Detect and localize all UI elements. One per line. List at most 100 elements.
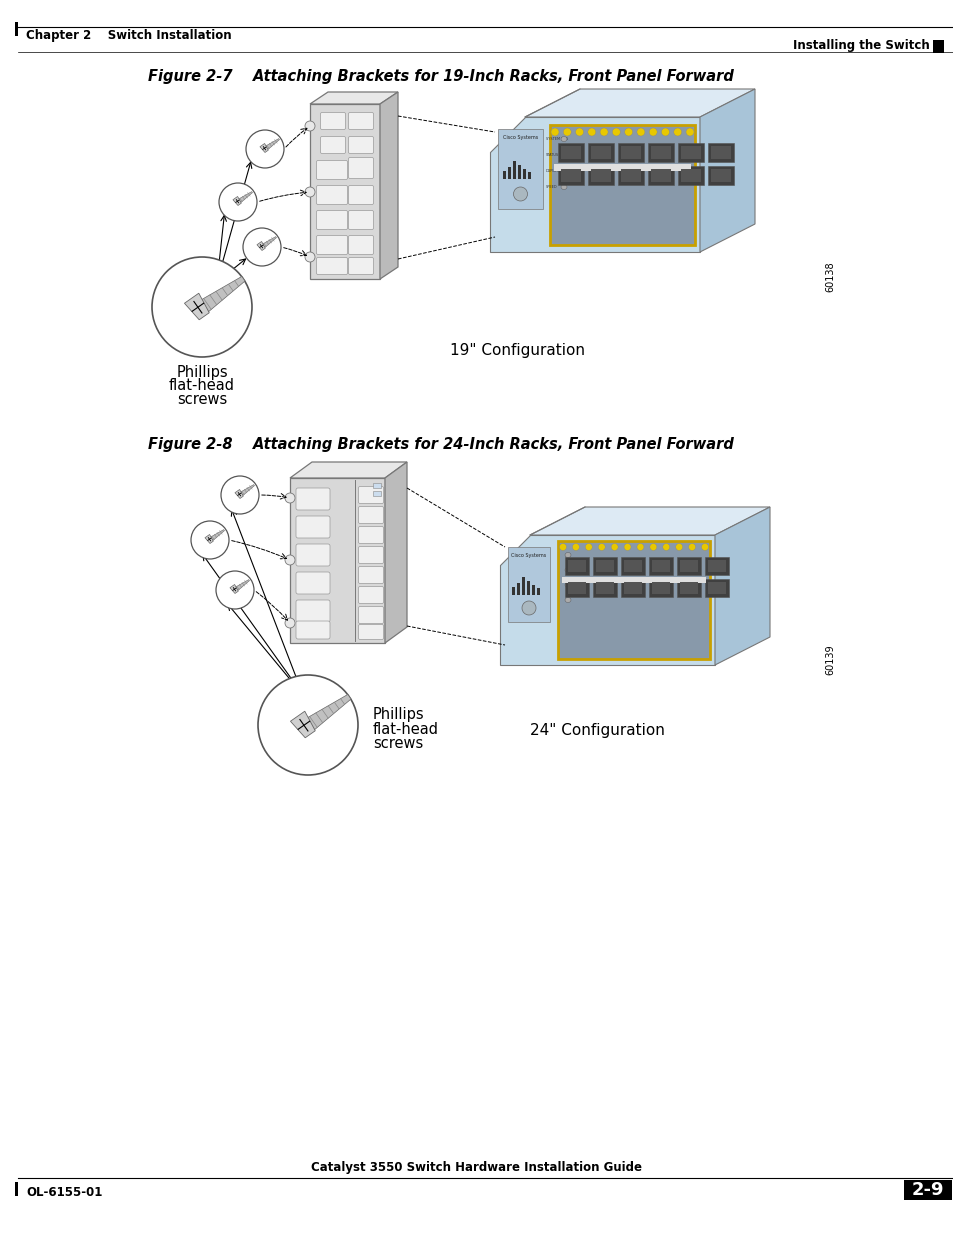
Polygon shape — [211, 530, 224, 541]
Text: screws: screws — [373, 736, 423, 751]
Bar — [561, 577, 705, 583]
Polygon shape — [234, 489, 243, 499]
Bar — [704, 579, 728, 597]
Polygon shape — [310, 104, 379, 279]
Text: Cisco Systems: Cisco Systems — [511, 552, 546, 557]
Circle shape — [587, 128, 596, 136]
Bar — [567, 582, 585, 594]
Circle shape — [611, 543, 618, 551]
Circle shape — [562, 128, 571, 136]
Bar — [517, 583, 519, 595]
Text: SPEED: SPEED — [545, 185, 558, 189]
FancyBboxPatch shape — [348, 258, 374, 274]
Circle shape — [191, 521, 229, 559]
Ellipse shape — [564, 568, 571, 573]
Polygon shape — [290, 711, 314, 737]
Ellipse shape — [564, 583, 571, 588]
Polygon shape — [499, 535, 714, 664]
Polygon shape — [714, 508, 769, 664]
Polygon shape — [379, 91, 397, 279]
Text: DUPLEX: DUPLEX — [545, 169, 559, 173]
Circle shape — [305, 121, 314, 131]
Bar — [679, 582, 698, 594]
Ellipse shape — [564, 598, 571, 603]
Polygon shape — [240, 484, 254, 495]
Polygon shape — [259, 143, 268, 152]
Bar — [596, 582, 614, 594]
Text: flat-head: flat-head — [169, 378, 234, 394]
FancyBboxPatch shape — [316, 258, 347, 274]
Circle shape — [246, 130, 284, 168]
Circle shape — [662, 543, 669, 551]
Bar — [560, 169, 580, 182]
Bar — [678, 165, 703, 185]
Bar — [526, 580, 530, 595]
Bar — [512, 587, 515, 595]
Bar — [707, 582, 725, 594]
Circle shape — [599, 128, 607, 136]
Bar — [373, 492, 380, 496]
FancyBboxPatch shape — [348, 112, 374, 130]
Bar — [517, 165, 520, 179]
FancyBboxPatch shape — [358, 487, 383, 504]
FancyBboxPatch shape — [295, 543, 330, 566]
Bar — [373, 483, 380, 488]
Polygon shape — [233, 196, 241, 205]
Polygon shape — [265, 138, 279, 149]
Text: OL-6155-01: OL-6155-01 — [26, 1186, 102, 1198]
FancyBboxPatch shape — [320, 137, 345, 153]
Text: flat-head: flat-head — [373, 721, 438, 736]
FancyBboxPatch shape — [316, 210, 347, 230]
FancyBboxPatch shape — [358, 587, 383, 604]
Polygon shape — [490, 117, 700, 252]
Polygon shape — [238, 191, 253, 203]
Polygon shape — [700, 89, 754, 252]
Circle shape — [215, 571, 253, 609]
Circle shape — [575, 128, 583, 136]
Circle shape — [648, 128, 657, 136]
Circle shape — [598, 543, 604, 551]
Ellipse shape — [560, 152, 566, 158]
Circle shape — [572, 543, 578, 551]
Circle shape — [673, 128, 681, 136]
Bar — [618, 143, 643, 162]
Bar — [651, 559, 669, 572]
FancyBboxPatch shape — [316, 161, 347, 179]
Bar — [527, 172, 531, 179]
Bar — [15, 22, 18, 36]
Circle shape — [305, 186, 314, 198]
FancyBboxPatch shape — [295, 488, 330, 510]
Polygon shape — [262, 237, 276, 247]
FancyBboxPatch shape — [348, 236, 374, 254]
Bar — [623, 559, 641, 572]
Ellipse shape — [560, 137, 566, 142]
Bar — [564, 579, 588, 597]
FancyBboxPatch shape — [348, 137, 374, 153]
Circle shape — [285, 555, 294, 564]
Circle shape — [624, 128, 632, 136]
Bar — [522, 169, 525, 179]
Bar — [558, 541, 709, 659]
Text: STATUS: STATUS — [545, 153, 558, 157]
Bar — [707, 165, 733, 185]
Circle shape — [685, 128, 693, 136]
Circle shape — [637, 543, 643, 551]
FancyBboxPatch shape — [320, 112, 345, 130]
Circle shape — [623, 543, 630, 551]
Bar — [567, 559, 585, 572]
FancyBboxPatch shape — [358, 506, 383, 524]
Polygon shape — [310, 91, 397, 104]
Text: 60139: 60139 — [824, 645, 834, 676]
Bar — [554, 164, 690, 170]
Bar — [593, 579, 617, 597]
FancyBboxPatch shape — [358, 526, 383, 543]
Text: Cisco Systems: Cisco Systems — [502, 135, 537, 140]
Ellipse shape — [560, 184, 566, 189]
Bar — [932, 40, 943, 53]
Bar — [680, 169, 700, 182]
FancyBboxPatch shape — [358, 606, 383, 624]
Circle shape — [637, 128, 644, 136]
Bar — [620, 146, 640, 159]
Circle shape — [700, 543, 708, 551]
Bar — [513, 161, 516, 179]
